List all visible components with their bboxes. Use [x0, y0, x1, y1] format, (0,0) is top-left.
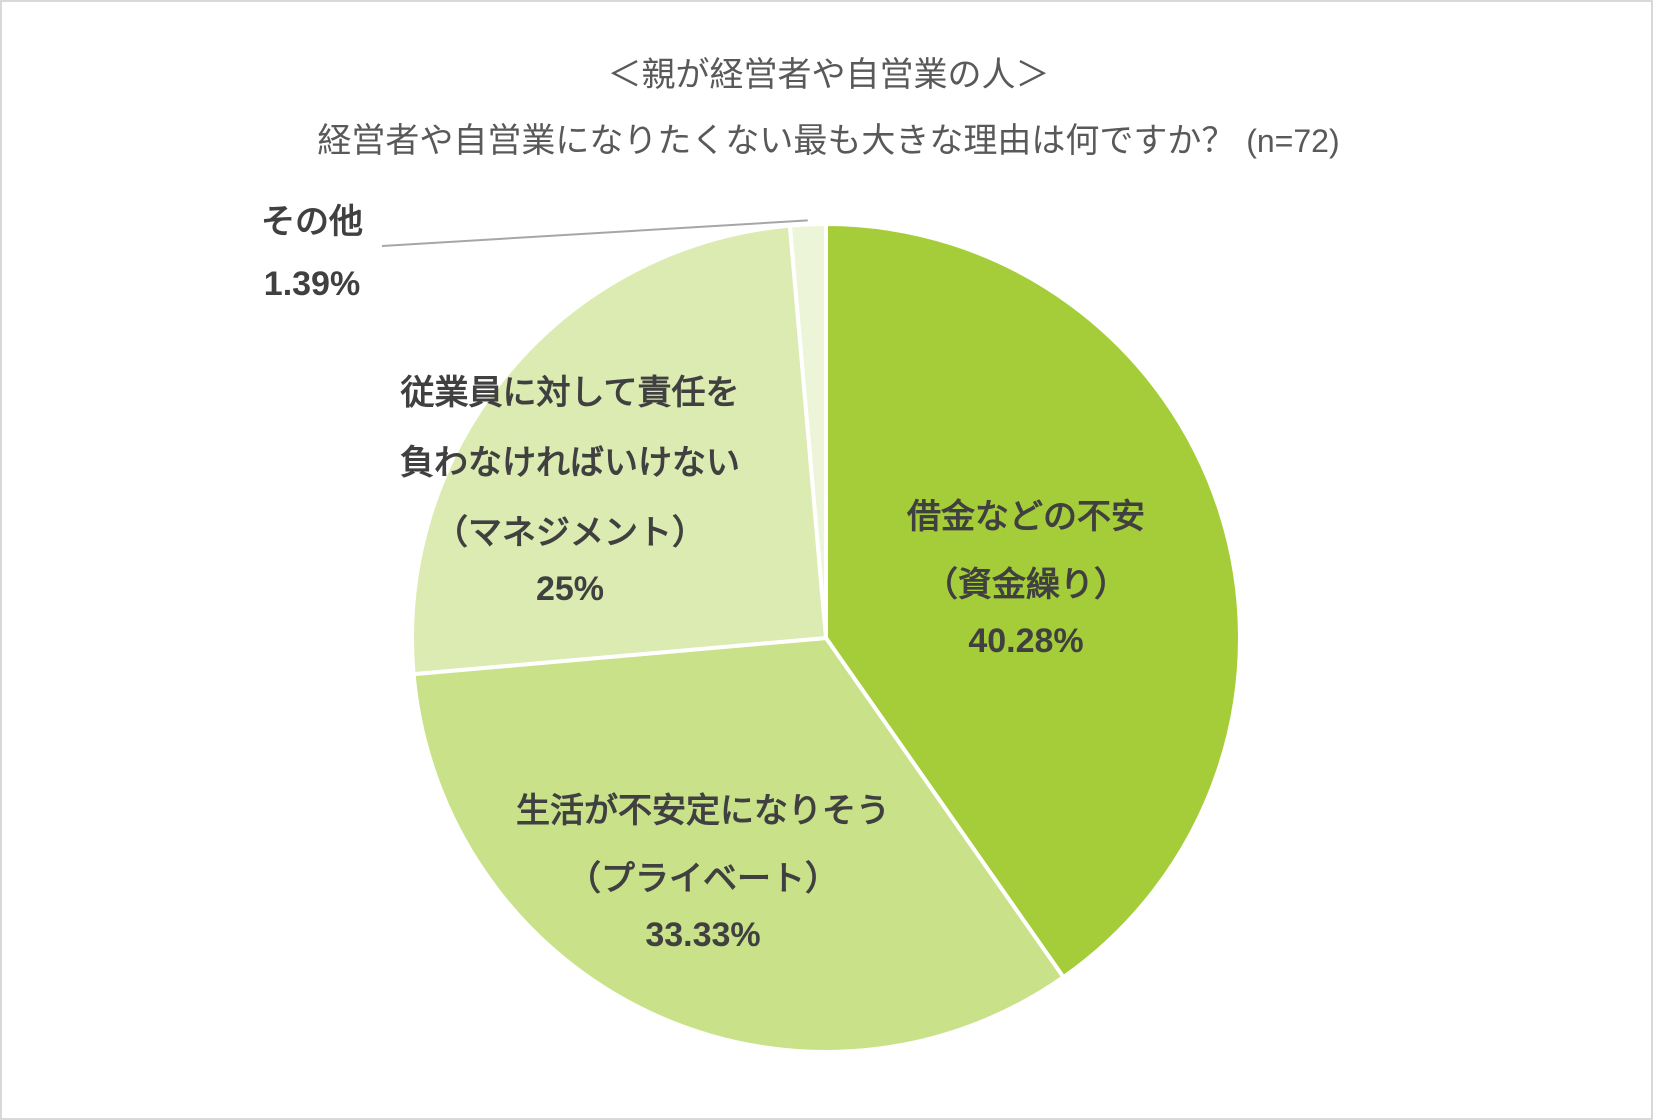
- pie-labels: 借金などの不安 （資金繰り） 40.28% 生活が不安定になりそう （プライベート） 33…: [261, 202, 1145, 954]
- slice-1-percent: 40.28%: [968, 622, 1083, 660]
- chart-title: ＜親が経営者や自営業の人＞ 経営者や自営業になりたくない最も大きな理由は何ですか…: [2, 42, 1653, 174]
- pie-slice-2: [411, 636, 1066, 1054]
- title-line-2: 経営者や自営業になりたくない最も大きな理由は何ですか？ (n=72): [2, 108, 1653, 174]
- slice-1-label-line-2: （資金繰り）: [924, 565, 1128, 605]
- slice-3-label-line-1: 従業員に対して責任を: [400, 373, 740, 413]
- pie-slice-3: [410, 223, 828, 677]
- slice-2-label-line-1: 生活が不安定になりそう: [516, 791, 890, 831]
- slice-1-label-line-1: 借金などの不安: [906, 497, 1145, 537]
- pie-slices: [410, 222, 1242, 1054]
- slice-3-percent: 25%: [536, 570, 604, 608]
- title-line-1: ＜親が経営者や自営業の人＞: [607, 55, 1050, 95]
- pie-slice-4: [787, 222, 828, 640]
- slice-4-label-line-1: その他: [261, 202, 363, 242]
- slice-2-label-line-2: （プライベート）: [567, 859, 839, 899]
- slice-3-label-line-3: （マネジメント）: [434, 513, 706, 553]
- slice-4-percent: 1.39%: [264, 265, 360, 303]
- other-leader-line: [381, 219, 808, 247]
- slice-3-label-line-2: 負わなければいけない: [400, 443, 740, 483]
- pie-slice-1: [824, 222, 1242, 980]
- sample-size: (n=72): [1246, 123, 1340, 159]
- title-question: 経営者や自営業になりたくない最も大きな理由は何ですか？: [317, 121, 1236, 161]
- slice-2-percent: 33.33%: [645, 916, 760, 954]
